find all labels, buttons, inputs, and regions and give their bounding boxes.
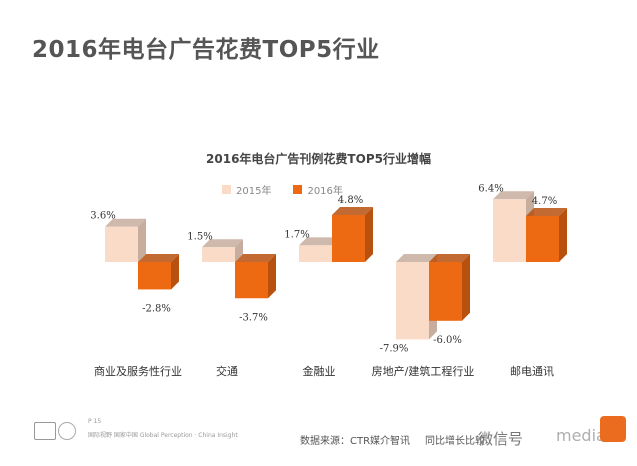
yoy-note: 同比增长比较	[425, 436, 485, 447]
category-label-4: 邮电通讯	[510, 365, 554, 378]
bar-2016年-1	[235, 262, 268, 299]
category-label-3: 房地产/建筑工程行业	[372, 364, 475, 378]
bar-side-1-2	[365, 206, 373, 262]
wechat-label: 微信号	[478, 430, 524, 448]
page-title: 2016年电台广告花费TOP5行业	[32, 37, 380, 63]
bar-2016年-3	[429, 262, 462, 321]
bar-top-1-1	[235, 254, 276, 262]
data-label-0-4: 6.4%	[478, 183, 503, 194]
bar-2016年-0	[138, 262, 171, 290]
bar-top-0-3	[396, 254, 437, 262]
bar-top-1-0	[138, 254, 179, 262]
data-source: 数据来源：CTR媒介智讯	[300, 436, 411, 447]
data-label-1-3: -6.0%	[433, 335, 462, 346]
ctr-logo-icon	[600, 416, 626, 442]
seal-icon	[58, 422, 76, 440]
bar-side-1-3	[462, 254, 470, 321]
bar-top-1-4	[526, 207, 567, 216]
bar-top-0-1	[202, 239, 243, 248]
data-label-0-0: 3.6%	[90, 211, 115, 222]
chart-legend: 2015年 2016年	[222, 182, 343, 197]
page-number: P 15	[88, 418, 102, 425]
legend-swatch-2015	[222, 185, 231, 194]
footer-brand-block: P 15 国际视野 国家中国 Global Perception · China…	[34, 412, 238, 448]
legend-item-2016: 2016年	[293, 182, 343, 197]
certification-badge-icon	[34, 422, 56, 440]
bar-side-1-4	[559, 207, 567, 262]
bar-2015年-4	[493, 199, 526, 262]
legend-item-2015: 2015年	[222, 182, 271, 197]
legend-label-2016: 2016年	[307, 186, 343, 197]
data-label-0-2: 1.7%	[284, 229, 309, 240]
bar-2016年-4	[526, 215, 559, 262]
legend-label-2015: 2015年	[236, 186, 272, 197]
bar-side-0-0	[138, 218, 146, 262]
bar-side-0-1	[235, 239, 243, 262]
data-label-1-2: 4.8%	[338, 195, 363, 206]
category-label-0: 商业及服务性行业	[94, 364, 182, 378]
bar-2015年-1	[202, 247, 235, 262]
legend-swatch-2016	[293, 185, 303, 194]
chart-title: 2016年电台广告刊例花费TOP5行业增幅	[206, 152, 431, 166]
data-label-1-0: -2.8%	[142, 303, 171, 314]
category-label-1: 交通	[216, 364, 238, 378]
footer-brand-text: 国际视野 国家中国 Global Perception · China Insi…	[88, 432, 238, 439]
bar-2015年-2	[299, 245, 332, 262]
bar-top-0-2	[299, 237, 340, 246]
bar-top-1-3	[429, 254, 470, 262]
bar-top-1-2	[332, 206, 373, 215]
bar-2015年-0	[105, 226, 138, 262]
data-label-1-4: 4.7%	[532, 196, 557, 207]
bar-2015年-3	[396, 262, 429, 340]
data-label-1-1: -3.7%	[239, 312, 268, 323]
data-label-0-3: -7.9%	[380, 343, 409, 354]
bar-2016年-2	[332, 214, 365, 262]
bar-side-1-0	[171, 254, 179, 290]
bar-side-1-1	[268, 254, 276, 299]
bar-top-0-4	[493, 191, 534, 200]
data-label-0-1: 1.5%	[187, 231, 212, 242]
category-label-2: 金融业	[303, 364, 336, 378]
bar-top-0-0	[105, 218, 146, 227]
